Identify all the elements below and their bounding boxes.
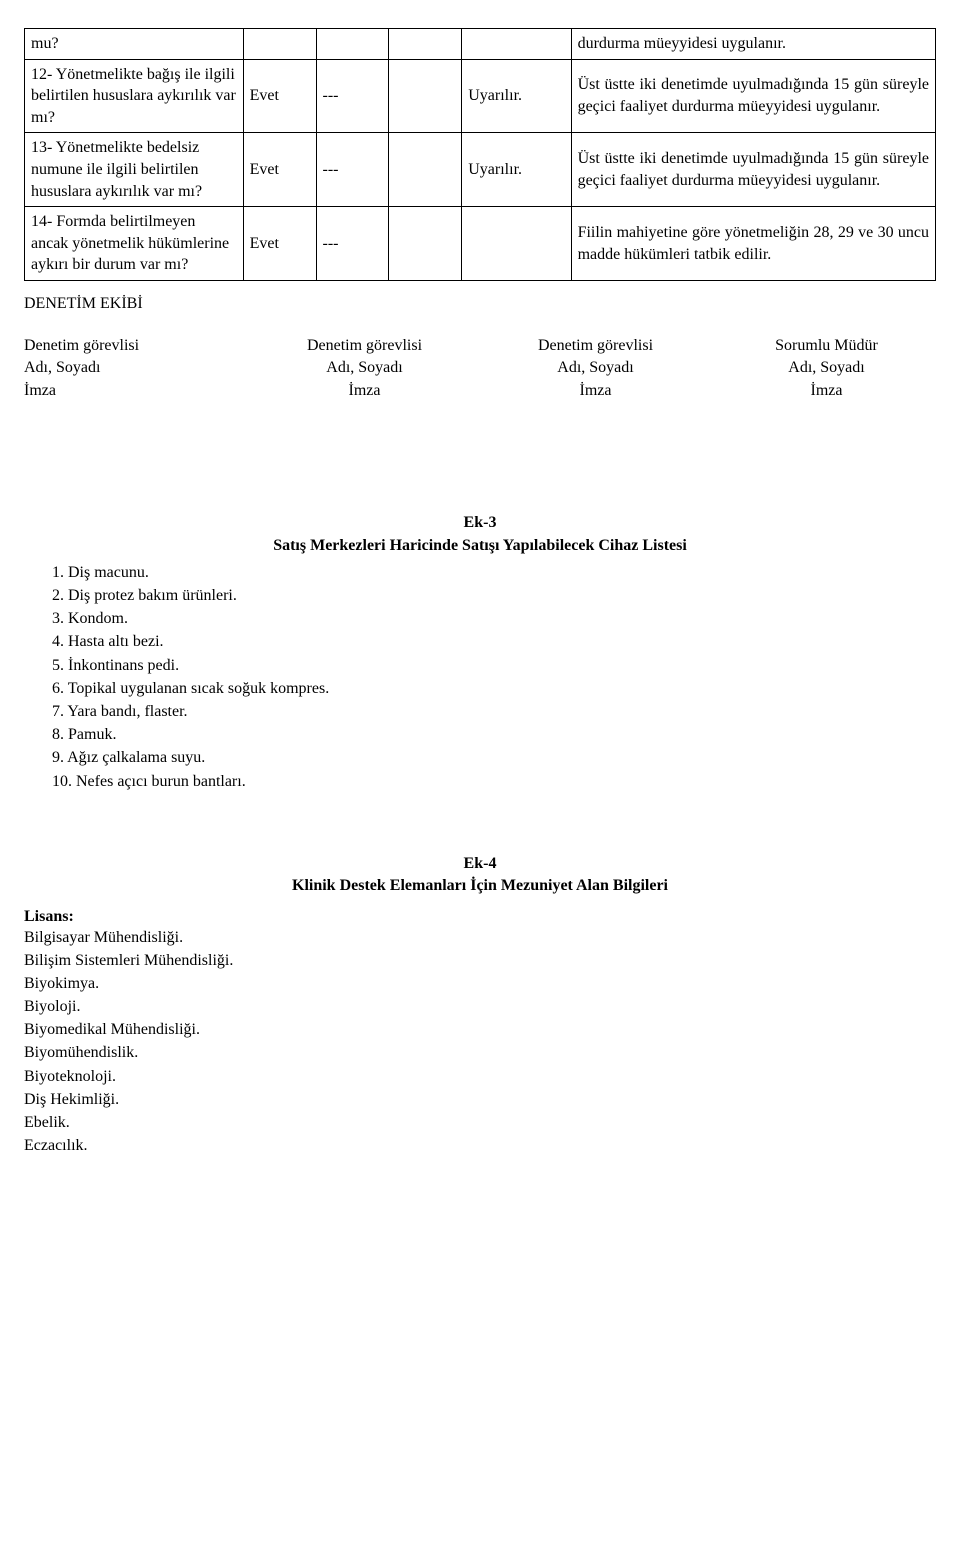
list-item: 8. Pamuk. (52, 723, 936, 746)
list-item: Diş Hekimliği. (24, 1088, 936, 1111)
table-cell (316, 29, 389, 60)
table-cell: Üst üstte iki denetimde uyulmadığında 15… (571, 133, 935, 207)
signer-role: Denetim görevlisi (538, 337, 653, 354)
table-cell: Üst üstte iki denetimde uyulmadığında 15… (571, 59, 935, 133)
list-item: Biyomühendislik. (24, 1041, 936, 1064)
audit-team-label: DENETİM EKİBİ (24, 295, 936, 313)
ek4-code: Ek-4 (464, 855, 497, 872)
signer-block: Denetim görevlisi Adı, Soyadı İmza (255, 335, 474, 402)
ek4-list: Bilgisayar Mühendisliği.Bilişim Sistemle… (24, 926, 936, 1158)
list-item: 1. Diş macunu. (52, 561, 936, 584)
table-cell: 12- Yönetmelikte bağış ile ilgili belirt… (25, 59, 244, 133)
audit-table: mu? durdurma müeyyidesi uygulanır. 12- Yön… (24, 28, 936, 281)
ek4-section: Ek-4 Klinik Destek Elemanları İçin Mezun… (24, 853, 936, 1158)
list-item: Bilgisayar Mühendisliği. (24, 926, 936, 949)
table-cell: --- (316, 207, 389, 281)
table-cell: 14- Formda belirtilmeyen ancak yönetmeli… (25, 207, 244, 281)
list-item: Ebelik. (24, 1111, 936, 1134)
ek3-section: Ek-3 Satış Merkezleri Haricinde Satışı Y… (24, 512, 936, 793)
signer-sign-label: İmza (24, 382, 56, 399)
table-cell: Fiilin mahiyetine göre yönetmeliğin 28, … (571, 207, 935, 281)
list-item: 4. Hasta altı bezi. (52, 630, 936, 653)
signer-name-label: Adı, Soyadı (788, 359, 864, 376)
signer-name-label: Adı, Soyadı (557, 359, 633, 376)
table-cell (389, 133, 462, 207)
list-item: 6. Topikal uygulanan sıcak soğuk kompres… (52, 677, 936, 700)
list-item: Eczacılık. (24, 1134, 936, 1157)
table-cell: Evet (243, 59, 316, 133)
table-row: 14- Formda belirtilmeyen ancak yönetmeli… (25, 207, 936, 281)
table-cell: --- (316, 59, 389, 133)
table-row: 13- Yönetmelikte bedelsiz numune ile ilg… (25, 133, 936, 207)
table-cell (389, 29, 462, 60)
ek4-title: Klinik Destek Elemanları İçin Mezuniyet … (292, 877, 668, 894)
table-cell (389, 207, 462, 281)
table-cell (243, 29, 316, 60)
table-cell (389, 59, 462, 133)
signer-role: Denetim görevlisi (307, 337, 422, 354)
list-item: Bilişim Sistemleri Mühendisliği. (24, 949, 936, 972)
list-item: Biyomedikal Mühendisliği. (24, 1018, 936, 1041)
ek3-list: 1. Diş macunu.2. Diş protez bakım ürünle… (24, 561, 936, 793)
signer-role: Denetim görevlisi (24, 337, 139, 354)
list-item: 2. Diş protez bakım ürünleri. (52, 584, 936, 607)
signer-sign-label: İmza (349, 382, 381, 399)
list-item: 9. Ağız çalkalama suyu. (52, 746, 936, 769)
list-item: Biyoloji. (24, 995, 936, 1018)
table-row: mu? durdurma müeyyidesi uygulanır. (25, 29, 936, 60)
list-item: Biyoteknoloji. (24, 1065, 936, 1088)
signer-name-label: Adı, Soyadı (326, 359, 402, 376)
table-row: 12- Yönetmelikte bağış ile ilgili belirt… (25, 59, 936, 133)
table-cell (462, 29, 571, 60)
table-cell: durdurma müeyyidesi uygulanır. (571, 29, 935, 60)
list-item: 3. Kondom. (52, 607, 936, 630)
list-item: Biyokimya. (24, 972, 936, 995)
table-cell: 13- Yönetmelikte bedelsiz numune ile ilg… (25, 133, 244, 207)
signer-block: Sorumlu Müdür Adı, Soyadı İmza (717, 335, 936, 402)
ek3-title: Satış Merkezleri Haricinde Satışı Yapıla… (273, 537, 687, 554)
table-cell: --- (316, 133, 389, 207)
table-cell: Evet (243, 207, 316, 281)
list-item: 7. Yara bandı, flaster. (52, 700, 936, 723)
ek3-code: Ek-3 (464, 514, 497, 531)
signer-block: Denetim görevlisi Adı, Soyadı İmza (486, 335, 705, 402)
list-item: 10. Nefes açıcı burun bantları. (52, 770, 936, 793)
table-cell: Uyarılır. (462, 59, 571, 133)
signers-row: Denetim görevlisiAdı, SoyadıİmzaDenetim … (24, 335, 936, 402)
signer-sign-label: İmza (580, 382, 612, 399)
lisans-label: Lisans: (24, 908, 936, 926)
signer-name-label: Adı, Soyadı (24, 359, 100, 376)
table-cell (462, 207, 571, 281)
table-cell: mu? (25, 29, 244, 60)
signer-block: Denetim görevlisi Adı, Soyadı İmza (24, 335, 243, 402)
signer-role: Sorumlu Müdür (775, 337, 878, 354)
table-cell: Uyarılır. (462, 133, 571, 207)
table-cell: Evet (243, 133, 316, 207)
signer-sign-label: İmza (811, 382, 843, 399)
list-item: 5. İnkontinans pedi. (52, 654, 936, 677)
